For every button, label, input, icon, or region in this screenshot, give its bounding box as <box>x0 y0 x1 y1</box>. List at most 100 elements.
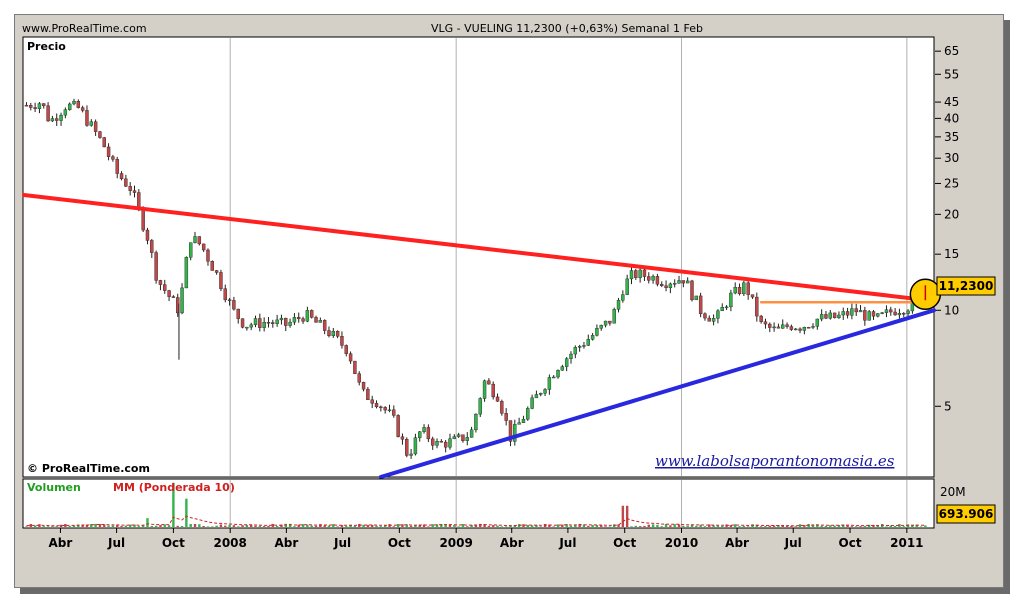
candle <box>526 406 530 421</box>
volume-bar <box>267 525 270 527</box>
volume-bar <box>837 524 841 527</box>
price-y-ticks: 5 10 15 20 25 30 35 40 45 55 65 <box>935 44 959 413</box>
candle <box>577 344 582 352</box>
volume-bar <box>526 524 529 527</box>
candle <box>210 260 214 271</box>
candle <box>884 305 889 318</box>
candle <box>353 360 357 375</box>
volume-bar <box>211 526 214 527</box>
volume-bar <box>470 524 473 527</box>
volume-bar <box>820 525 823 527</box>
volume-bar <box>634 525 638 527</box>
candle <box>569 351 573 364</box>
candle <box>197 236 202 246</box>
volume-bar <box>656 524 659 527</box>
volume-bar <box>262 526 266 527</box>
candle <box>72 98 76 106</box>
blue-trendline <box>378 308 936 479</box>
candle <box>461 434 465 443</box>
volume-bar <box>414 525 417 527</box>
red-trendline <box>22 192 936 303</box>
volume-bar <box>336 526 339 527</box>
volume-bar <box>280 524 283 527</box>
volume-bar <box>293 526 296 527</box>
candle <box>163 279 167 294</box>
candle <box>469 426 474 438</box>
candle <box>188 242 193 261</box>
candle <box>638 266 642 283</box>
candle <box>707 315 711 322</box>
volume-bar <box>219 524 223 527</box>
candle <box>335 330 340 339</box>
volume-bar <box>734 524 737 527</box>
candle <box>409 448 413 459</box>
volume-bar <box>604 526 607 527</box>
volume-bar <box>630 526 633 527</box>
volume-bar <box>249 525 253 527</box>
y-tick-label: 10 <box>944 303 959 317</box>
candle <box>344 344 348 357</box>
watermark-link[interactable]: www.labolsaporantonomasia.es <box>655 452 895 470</box>
volume-bar <box>504 526 508 527</box>
volume-bar <box>167 525 171 527</box>
volume-bar <box>695 525 698 527</box>
candle <box>452 434 457 440</box>
volume-bar <box>842 524 845 527</box>
candle <box>292 313 297 325</box>
price-axis <box>935 37 995 477</box>
volume-bar <box>729 525 733 527</box>
candle <box>660 281 664 288</box>
volume-bar <box>245 525 249 527</box>
volume-bar <box>85 524 89 527</box>
candle <box>828 310 832 320</box>
candle <box>132 185 137 198</box>
volume-bar <box>785 526 789 527</box>
volume-bar <box>116 524 119 527</box>
candle <box>858 305 863 313</box>
candle <box>603 320 608 328</box>
candle <box>396 414 400 438</box>
volume-bar <box>288 523 292 527</box>
volume-bar <box>539 526 542 527</box>
volume-bar <box>924 525 927 527</box>
candle <box>906 309 910 317</box>
volume-bar <box>25 526 28 527</box>
candle <box>733 282 737 295</box>
candle <box>746 281 750 300</box>
candle <box>889 306 893 316</box>
volume-bar <box>833 525 836 527</box>
volume-bar <box>708 524 711 527</box>
x-tick-label: Oct <box>162 536 185 550</box>
candle <box>698 292 703 318</box>
volume-bar <box>81 524 84 527</box>
volume-bar <box>686 525 689 527</box>
candle <box>690 279 694 302</box>
volume-bar <box>595 525 599 527</box>
candle <box>608 320 612 326</box>
candle <box>625 274 629 296</box>
candle <box>564 356 569 372</box>
candle <box>236 308 240 324</box>
volume-bar <box>569 525 573 527</box>
volume-bar <box>746 526 750 527</box>
volume-bar <box>699 524 702 527</box>
volume-bar <box>33 525 37 527</box>
candle <box>387 404 392 413</box>
x-tick-label: 2008 <box>213 536 246 550</box>
volume-bar <box>297 524 300 527</box>
candle <box>124 174 128 188</box>
x-tick-label: Jul <box>558 536 576 550</box>
volume-bar <box>396 524 400 527</box>
volume-bar <box>673 524 676 527</box>
volume-bar <box>863 525 867 527</box>
candle <box>729 289 733 312</box>
volume-bar <box>310 525 313 527</box>
candle <box>703 312 707 321</box>
candle <box>379 405 383 412</box>
volume-bar <box>332 524 335 527</box>
volume-bar <box>738 526 741 527</box>
y-tick-label: 45 <box>944 95 959 109</box>
candle <box>500 399 504 416</box>
candle <box>871 310 876 320</box>
candle <box>430 436 435 450</box>
